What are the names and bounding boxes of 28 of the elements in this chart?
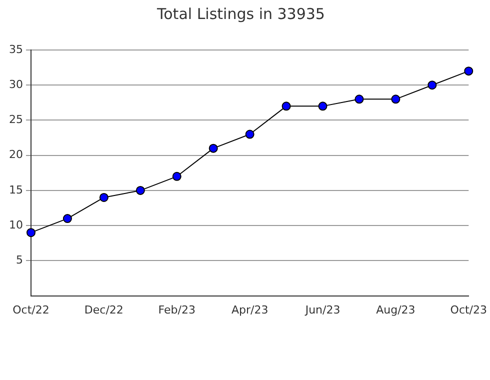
point xyxy=(354,94,364,104)
point xyxy=(172,172,182,181)
y-tick-label: 5 xyxy=(16,254,23,267)
y-tick-label: 30 xyxy=(8,78,23,91)
point xyxy=(208,144,218,153)
point xyxy=(282,102,291,111)
chart-title: Total Listings in 33935 xyxy=(156,4,325,23)
y-tick-label: 15 xyxy=(8,183,23,196)
point xyxy=(26,228,36,238)
y-tick-label: 25 xyxy=(8,113,23,126)
y-tick-label: 20 xyxy=(8,148,23,162)
point xyxy=(391,94,400,104)
y-tick-label: 10 xyxy=(8,218,23,232)
point xyxy=(428,80,437,90)
point xyxy=(245,130,254,139)
x-tick-label: Oct/23 xyxy=(450,303,488,316)
x-tick-label: Apr/23 xyxy=(231,303,268,316)
point xyxy=(464,66,474,76)
y-tick-label: 35 xyxy=(8,42,23,56)
point xyxy=(62,214,72,224)
point xyxy=(136,186,145,195)
x-tick-label: Feb/23 xyxy=(158,303,196,316)
x-tick-label: Dec/22 xyxy=(84,303,124,316)
point xyxy=(318,102,328,111)
point xyxy=(99,192,108,202)
x-tick-label: Jun/23 xyxy=(304,303,340,316)
x-tick-label: Aug/23 xyxy=(376,303,416,316)
x-tick-label: Oct/22 xyxy=(12,303,50,316)
